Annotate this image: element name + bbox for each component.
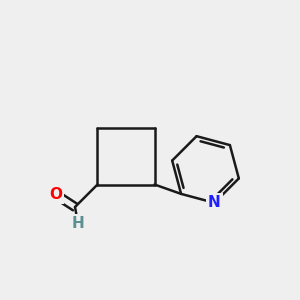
Text: O: O bbox=[49, 187, 62, 202]
Text: N: N bbox=[208, 195, 221, 210]
Text: H: H bbox=[72, 216, 84, 231]
